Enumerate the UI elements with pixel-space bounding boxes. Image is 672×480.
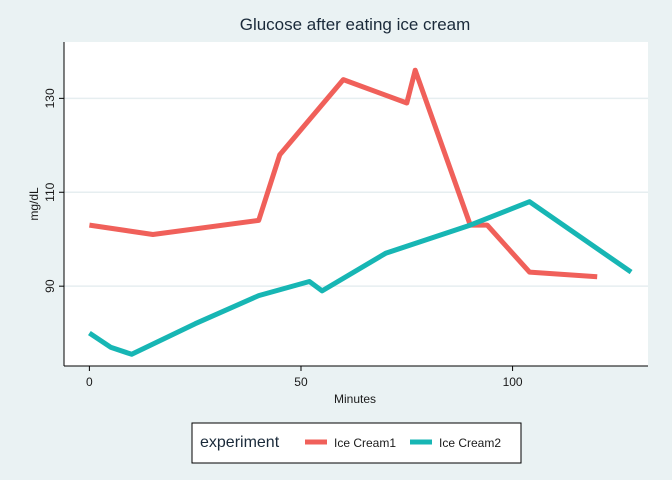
x-tick-label: 100 xyxy=(503,375,523,389)
x-tick-label: 0 xyxy=(86,375,93,389)
y-tick-label: 90 xyxy=(43,279,57,293)
axes: 90 110 130 0 50 100 xyxy=(43,42,648,389)
x-tick-label: 50 xyxy=(294,375,308,389)
grid-lines xyxy=(64,97,648,287)
x-axis-title: Minutes xyxy=(334,392,376,406)
series-line-2 xyxy=(88,199,633,357)
legend-items: Ice Cream1 Ice Cream2 xyxy=(305,436,501,450)
chart-title: Glucose after eating ice cream xyxy=(240,15,471,34)
series-layer xyxy=(88,67,633,357)
legend-box xyxy=(191,422,522,464)
legend-label-2: Ice Cream2 xyxy=(439,436,501,450)
y-tick-label: 130 xyxy=(43,88,57,108)
y-axis-title: mg/dL xyxy=(27,187,41,221)
legend-label-1: Ice Cream1 xyxy=(334,436,396,450)
series-line-1 xyxy=(89,67,598,280)
plot-panel xyxy=(64,42,648,366)
y-tick-label: 110 xyxy=(43,182,57,201)
legend-title: experiment xyxy=(200,434,280,451)
legend: experiment Ice Cream1 Ice Cream2 xyxy=(191,422,522,464)
